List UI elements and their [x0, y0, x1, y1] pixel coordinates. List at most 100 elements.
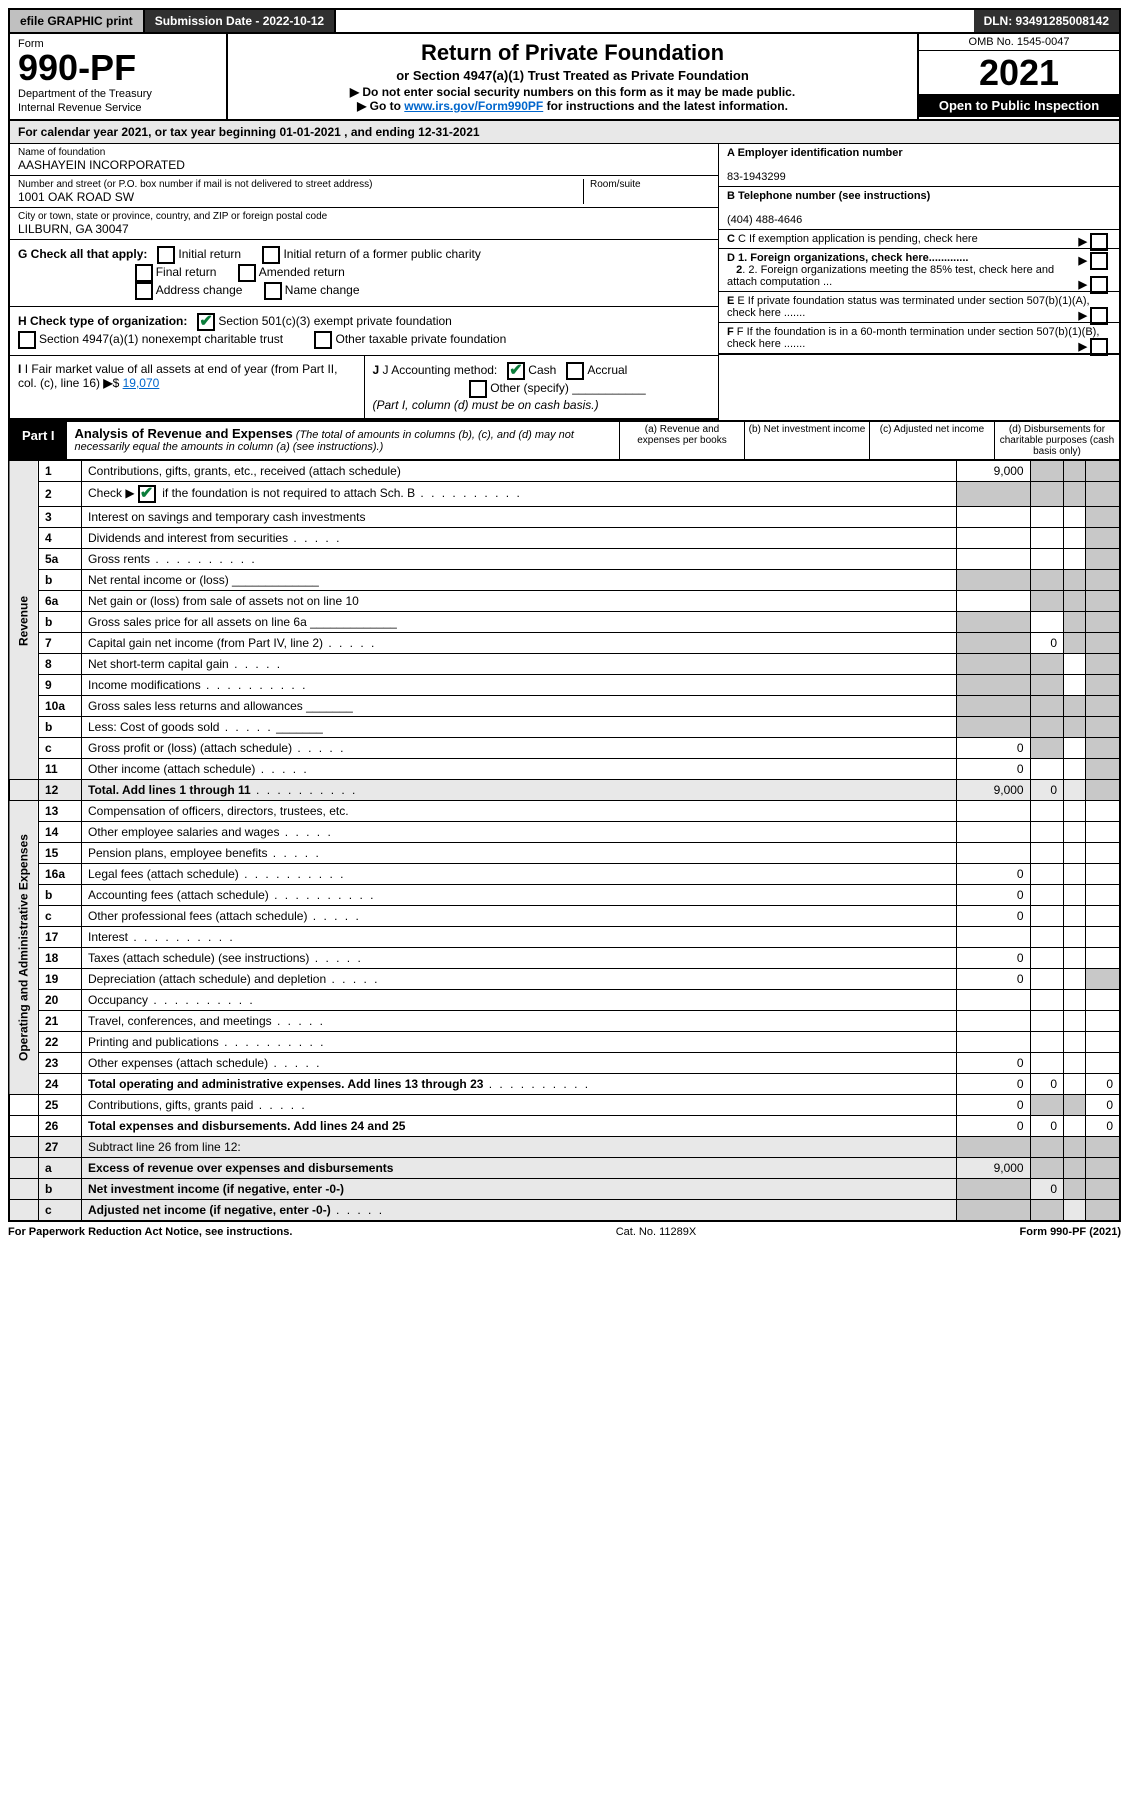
street-address: 1001 OAK ROAD SW: [18, 190, 583, 204]
info-grid: Name of foundation AASHAYEIN INCORPORATE…: [8, 144, 1121, 420]
section-f: F F If the foundation is in a 60-month t…: [719, 323, 1119, 355]
chk-amended-return[interactable]: Amended return: [238, 264, 345, 282]
city-cell: City or town, state or province, country…: [10, 208, 718, 240]
page-footer: For Paperwork Reduction Act Notice, see …: [8, 1222, 1121, 1242]
col-d-header: (d) Disbursements for charitable purpose…: [994, 422, 1119, 459]
chk-accrual[interactable]: Accrual: [566, 363, 627, 377]
submission-date: Submission Date - 2022-10-12: [145, 10, 336, 32]
header-left: Form 990-PF Department of the Treasury I…: [10, 34, 228, 119]
chk-initial-return[interactable]: Initial return: [157, 246, 241, 264]
table-row: 20Occupancy: [9, 990, 1120, 1011]
irs-label: Internal Revenue Service: [18, 102, 218, 114]
dept-treasury: Department of the Treasury: [18, 88, 218, 100]
chk-final-return[interactable]: Final return: [135, 264, 217, 282]
table-row: 11Other income (attach schedule)0: [9, 759, 1120, 780]
table-row: aExcess of revenue over expenses and dis…: [9, 1158, 1120, 1179]
table-row: 16aLegal fees (attach schedule)0: [9, 864, 1120, 885]
chk-501c3[interactable]: Section 501(c)(3) exempt private foundat…: [197, 313, 451, 331]
table-row: Revenue 1Contributions, gifts, grants, e…: [9, 461, 1120, 482]
address-cell: Number and street (or P.O. box number if…: [10, 176, 718, 208]
table-row: 6aNet gain or (loss) from sale of assets…: [9, 591, 1120, 612]
table-row: 7Capital gain net income (from Part IV, …: [9, 633, 1120, 654]
footer-catno: Cat. No. 11289X: [292, 1226, 1019, 1238]
chk-cash[interactable]: Cash: [507, 363, 556, 377]
col-c-header: (c) Adjusted net income: [869, 422, 994, 459]
form-subtitle: or Section 4947(a)(1) Trust Treated as P…: [240, 68, 905, 83]
table-row: 23Other expenses (attach schedule)0: [9, 1053, 1120, 1074]
omb-number: OMB No. 1545-0047: [919, 34, 1119, 51]
foundation-name: AASHAYEIN INCORPORATED: [18, 158, 710, 172]
section-ij: I I Fair market value of all assets at e…: [10, 356, 718, 420]
room-suite-label: Room/suite: [590, 179, 710, 190]
part1-header: Part I Analysis of Revenue and Expenses …: [8, 420, 1121, 460]
ein-value: 83-1943299: [727, 171, 786, 183]
table-row: bNet investment income (if negative, ent…: [9, 1179, 1120, 1200]
table-row: 10aGross sales less returns and allowanc…: [9, 696, 1120, 717]
efile-button[interactable]: efile GRAPHIC print: [10, 10, 145, 32]
table-row: 3Interest on savings and temporary cash …: [9, 507, 1120, 528]
table-row: cOther professional fees (attach schedul…: [9, 906, 1120, 927]
dln-label: DLN: 93491285008142: [974, 10, 1119, 32]
chk-schb[interactable]: [138, 485, 156, 503]
chk-other-taxable[interactable]: Other taxable private foundation: [314, 331, 506, 349]
form-number: 990-PF: [18, 50, 218, 86]
section-g: G Check all that apply: Initial return I…: [10, 240, 718, 307]
table-row: 2Check ▶ if the foundation is not requir…: [9, 482, 1120, 507]
table-row: Operating and Administrative Expenses 13…: [9, 801, 1120, 822]
table-row: 22Printing and publications: [9, 1032, 1120, 1053]
fmv-link[interactable]: 19,070: [123, 376, 160, 390]
table-row: 14Other employee salaries and wages: [9, 822, 1120, 843]
table-row: 26Total expenses and disbursements. Add …: [9, 1116, 1120, 1137]
r1-a: 9,000: [957, 461, 1030, 482]
footer-right: Form 990-PF (2021): [1020, 1226, 1122, 1238]
instr-ssn: ▶ Do not enter social security numbers o…: [240, 85, 905, 99]
form-title: Return of Private Foundation: [240, 40, 905, 66]
section-c: C C If exemption application is pending,…: [719, 230, 1119, 249]
table-row: 4Dividends and interest from securities: [9, 528, 1120, 549]
phone-value: (404) 488-4646: [727, 214, 802, 226]
footer-left: For Paperwork Reduction Act Notice, see …: [8, 1226, 292, 1238]
chk-address-change[interactable]: Address change: [135, 282, 243, 300]
chk-4947[interactable]: Section 4947(a)(1) nonexempt charitable …: [18, 331, 283, 349]
header-right: OMB No. 1545-0047 2021 Open to Public In…: [917, 34, 1119, 119]
chk-initial-former[interactable]: Initial return of a former public charit…: [262, 246, 480, 264]
form-header: Form 990-PF Department of the Treasury I…: [8, 34, 1121, 121]
tax-year: 2021: [919, 51, 1119, 94]
chk-other-method[interactable]: Other (specify): [469, 381, 569, 395]
table-row: cAdjusted net income (if negative, enter…: [9, 1200, 1120, 1222]
part1-label: Part I: [10, 422, 67, 459]
table-row: bNet rental income or (loss) ___________…: [9, 570, 1120, 591]
city-state-zip: LILBURN, GA 30047: [18, 222, 710, 236]
table-row: 27Subtract line 26 from line 12:: [9, 1137, 1120, 1158]
header-center: Return of Private Foundation or Section …: [228, 34, 917, 119]
top-bar: efile GRAPHIC print Submission Date - 20…: [8, 8, 1121, 34]
table-row: 15Pension plans, employee benefits: [9, 843, 1120, 864]
section-d: D 1. Foreign organizations, check here..…: [719, 249, 1119, 292]
table-row: 12Total. Add lines 1 through 119,0000: [9, 780, 1120, 801]
section-h: H Check type of organization: Section 50…: [10, 307, 718, 356]
table-row: 17Interest: [9, 927, 1120, 948]
table-row: 5aGross rents: [9, 549, 1120, 570]
table-row: cGross profit or (loss) (attach schedule…: [9, 738, 1120, 759]
foundation-name-cell: Name of foundation AASHAYEIN INCORPORATE…: [10, 144, 718, 176]
section-b: B Telephone number (see instructions) (4…: [719, 187, 1119, 230]
table-row: 19Depreciation (attach schedule) and dep…: [9, 969, 1120, 990]
section-i: I I Fair market value of all assets at e…: [10, 356, 365, 418]
open-public: Open to Public Inspection: [919, 94, 1119, 117]
table-row: 8Net short-term capital gain: [9, 654, 1120, 675]
table-row: 18Taxes (attach schedule) (see instructi…: [9, 948, 1120, 969]
table-row: 21Travel, conferences, and meetings: [9, 1011, 1120, 1032]
section-e: E E If private foundation status was ter…: [719, 292, 1119, 323]
col-a-header: (a) Revenue and expenses per books: [619, 422, 744, 459]
section-a: A Employer identification number 83-1943…: [719, 144, 1119, 187]
instr-goto: ▶ Go to www.irs.gov/Form990PF for instru…: [240, 99, 905, 113]
table-row: 9Income modifications: [9, 675, 1120, 696]
chk-name-change[interactable]: Name change: [264, 282, 360, 300]
table-row: 25Contributions, gifts, grants paid00: [9, 1095, 1120, 1116]
table-row: 24Total operating and administrative exp…: [9, 1074, 1120, 1095]
irs-link[interactable]: www.irs.gov/Form990PF: [404, 99, 543, 113]
calendar-year-row: For calendar year 2021, or tax year begi…: [8, 121, 1121, 144]
table-row: bLess: Cost of goods sold _______: [9, 717, 1120, 738]
part1-table: Revenue 1Contributions, gifts, grants, e…: [8, 460, 1121, 1222]
table-row: bGross sales price for all assets on lin…: [9, 612, 1120, 633]
